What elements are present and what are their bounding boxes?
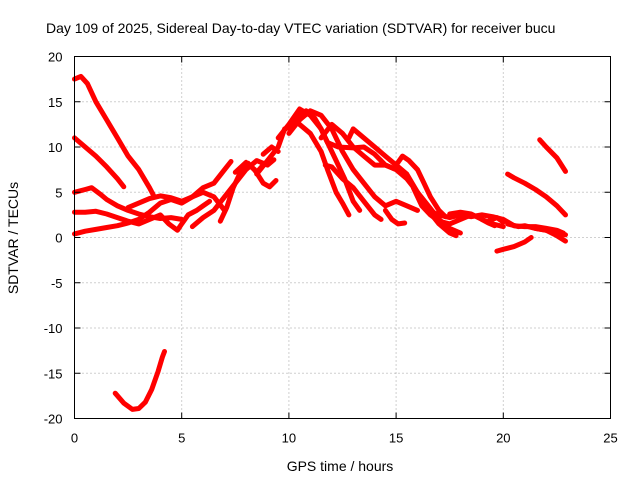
- series-line-s13: [297, 121, 352, 218]
- y-tick-label: -10: [44, 321, 63, 336]
- y-tick-label: -5: [51, 276, 63, 291]
- y-tick-label: -15: [44, 366, 63, 381]
- series-line-s4: [72, 198, 213, 233]
- x-tick-label: 5: [178, 431, 185, 446]
- series-line-s1: [72, 73, 157, 199]
- series-line-s19: [393, 153, 448, 220]
- series-line-s28: [505, 171, 568, 218]
- series-line-s27: [494, 235, 534, 254]
- y-tick-label: 10: [48, 140, 62, 155]
- series-line-s6: [125, 159, 234, 211]
- series-line-s14: [286, 108, 420, 213]
- series-line-s17: [346, 126, 459, 239]
- series-line-s2: [72, 135, 127, 190]
- y-axis-label: SDTVAR / TECUs: [5, 182, 21, 294]
- series-line-s29: [537, 137, 568, 174]
- y-tick-label: 15: [48, 95, 62, 110]
- series-line-s18: [382, 207, 408, 227]
- chart-title: Day 109 of 2025, Sidereal Day-to-day VTE…: [46, 20, 555, 36]
- y-tick-label: 0: [55, 231, 62, 246]
- x-axis-label: GPS time / hours: [287, 458, 394, 474]
- y-tick-label: -20: [44, 412, 63, 427]
- axis-ticks: 0 5 10 15 20 25 -20 -15 -10 -5 0 5 10 15 20: [44, 50, 618, 446]
- series-line-s9: [232, 159, 279, 190]
- x-tick-label: 15: [389, 431, 403, 446]
- x-tick-label: 0: [71, 431, 78, 446]
- series-line-s24: [485, 215, 506, 225]
- series-line-s16: [322, 162, 384, 222]
- series-line-s20: [410, 185, 474, 227]
- x-tick-label: 25: [603, 431, 617, 446]
- series-group: [72, 73, 568, 412]
- y-tick-label: 5: [55, 185, 62, 200]
- series-line-s30: [112, 349, 167, 412]
- series-line-s26: [533, 225, 568, 244]
- x-tick-label: 20: [496, 431, 510, 446]
- y-tick-label: 20: [48, 50, 62, 65]
- x-tick-label: 10: [282, 431, 296, 446]
